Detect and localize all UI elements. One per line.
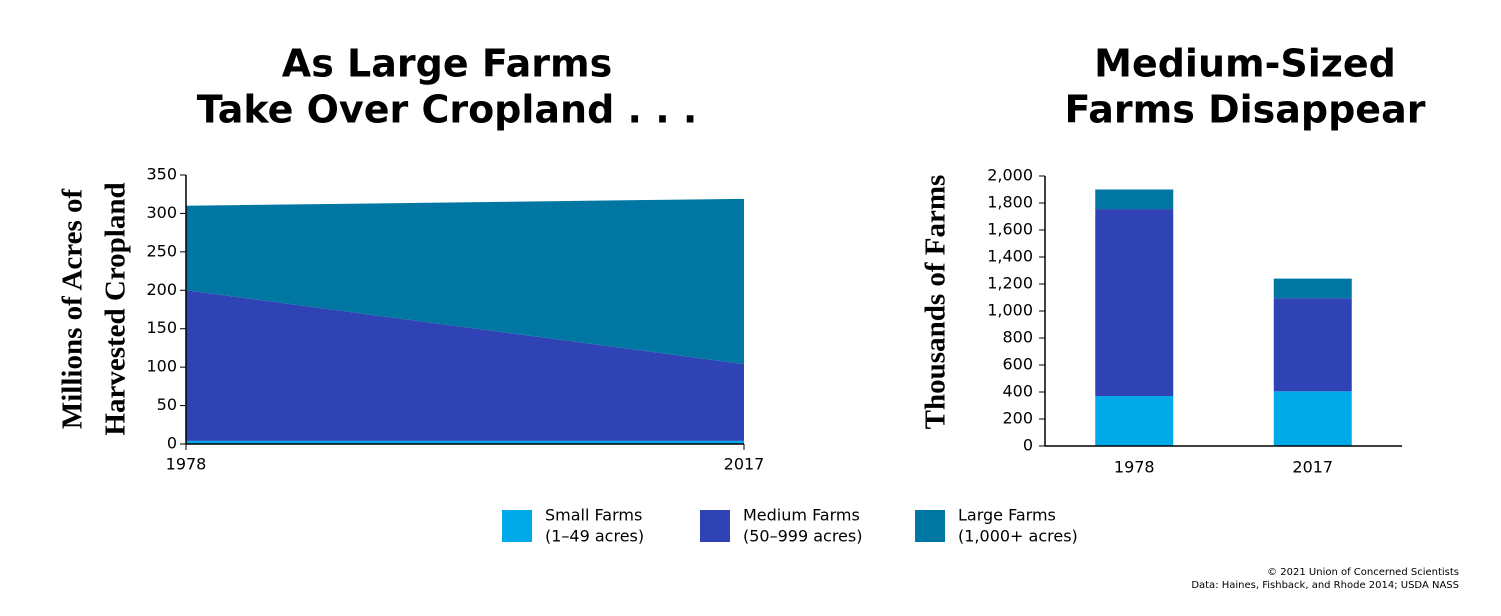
- y-tick-label: 1,800: [987, 193, 1033, 212]
- y-tick-label: 0: [167, 434, 177, 453]
- y-axis-label: Harvested Cropland: [100, 182, 132, 435]
- x-tick-label: 1978: [166, 455, 207, 474]
- legend-label: (1,000+ acres): [958, 527, 1078, 546]
- y-tick-label: 0: [1023, 436, 1033, 455]
- chart-title: As Large Farms: [282, 42, 612, 86]
- y-tick-label: 1,400: [987, 247, 1033, 266]
- y-tick-label: 1,200: [987, 274, 1033, 293]
- legend-swatch: [915, 510, 945, 542]
- legend-label: Medium Farms: [743, 506, 860, 525]
- legend-swatch: [700, 510, 730, 542]
- legend-label: (50–999 acres): [743, 527, 862, 546]
- y-tick-label: 150: [146, 318, 177, 337]
- y-tick-label: 2,000: [987, 166, 1033, 185]
- area: [186, 198, 744, 365]
- legend-swatch: [502, 510, 532, 542]
- area: [186, 440, 744, 444]
- y-tick-label: 300: [146, 203, 177, 222]
- credit: Data: Haines, Fishback, and Rhode 2014; …: [1191, 580, 1459, 591]
- y-tick-label: 1,000: [987, 301, 1033, 320]
- y-tick-label: 100: [146, 357, 177, 376]
- y-tick-label: 600: [1002, 355, 1033, 374]
- bar-segment: [1273, 298, 1352, 392]
- bar-segment: [1273, 391, 1352, 446]
- bar-segment: [1095, 209, 1174, 397]
- chart-title: Medium-Sized: [1094, 42, 1396, 86]
- bar-segment: [1273, 278, 1352, 299]
- y-tick-label: 400: [1002, 382, 1033, 401]
- bar-segment: [1095, 189, 1174, 210]
- y-tick-label: 350: [146, 165, 177, 184]
- y-tick-label: 800: [1002, 328, 1033, 347]
- y-axis-label: Thousands of Farms: [920, 175, 952, 430]
- y-tick-label: 200: [1002, 409, 1033, 428]
- chart-title: Take Over Cropland . . .: [197, 88, 698, 132]
- legend-label: (1–49 acres): [545, 527, 644, 546]
- x-tick-label: 1978: [1114, 458, 1155, 477]
- y-tick-label: 1,600: [987, 220, 1033, 239]
- y-tick-label: 200: [146, 280, 177, 299]
- x-tick-label: 2017: [724, 455, 765, 474]
- chart-title: Farms Disappear: [1065, 88, 1426, 132]
- credit: © 2021 Union of Concerned Scientists: [1267, 567, 1459, 578]
- y-tick-label: 50: [157, 395, 177, 414]
- area: [186, 290, 744, 441]
- legend-label: Small Farms: [545, 506, 642, 525]
- bar-segment: [1095, 396, 1174, 446]
- legend-label: Large Farms: [958, 506, 1056, 525]
- y-axis-label: Millions of Acres of: [57, 189, 89, 430]
- y-tick-label: 250: [146, 241, 177, 260]
- x-tick-label: 2017: [1292, 458, 1333, 477]
